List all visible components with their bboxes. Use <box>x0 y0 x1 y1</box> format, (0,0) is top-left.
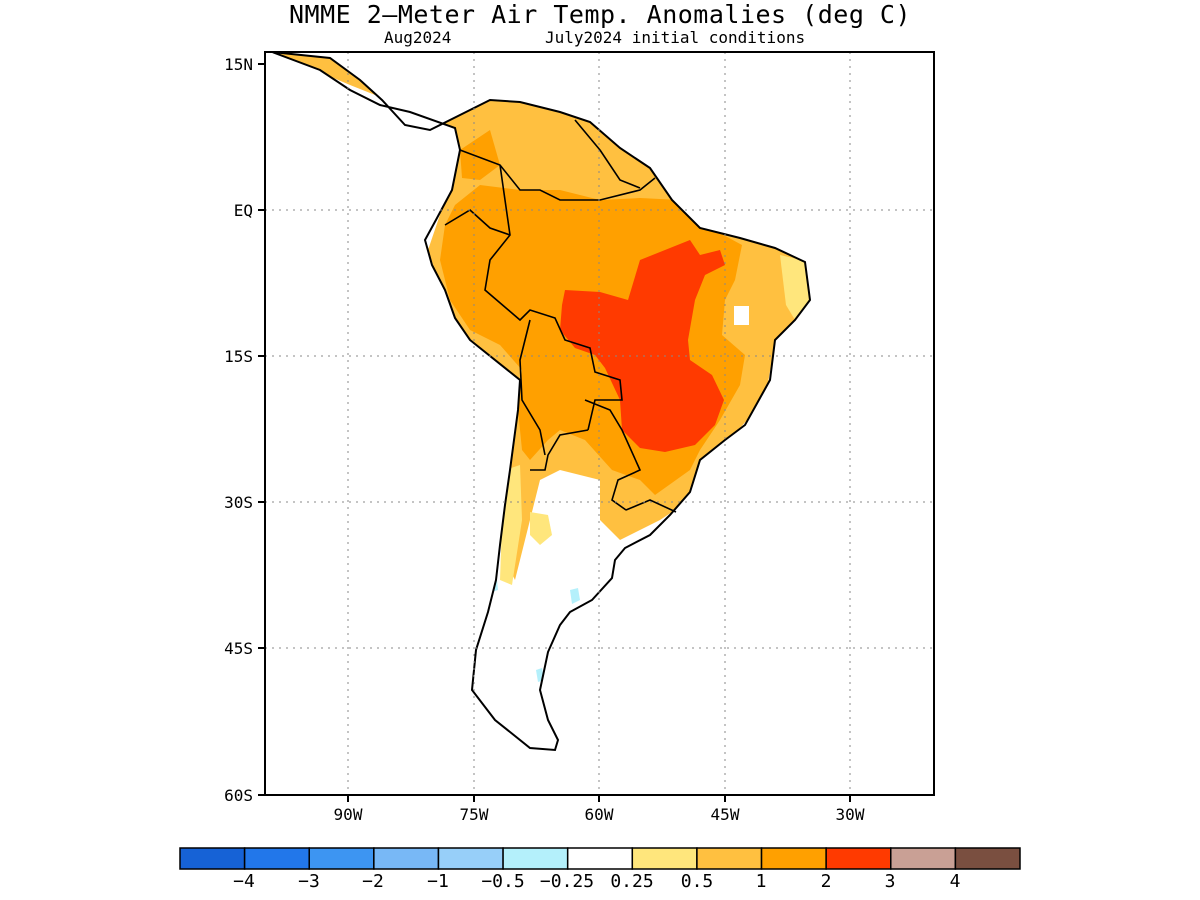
lat-label-15n: 15N <box>224 55 253 74</box>
color-bar-label: 4 <box>949 871 961 892</box>
color-bar-label: 2 <box>820 871 832 892</box>
color-bar-swatch <box>243 847 310 870</box>
grid-lines <box>265 52 934 795</box>
lon-label-45w: 45W <box>711 805 740 824</box>
lat-label-60s: 60S <box>224 786 253 805</box>
chart-title: NMME 2–Meter Air Temp. Anomalies (deg C) <box>288 0 912 29</box>
color-bar-label: −0.5 <box>481 871 525 892</box>
axis-ticks <box>258 63 851 802</box>
lon-label-75w: 75W <box>460 805 489 824</box>
country-borders <box>444 119 677 513</box>
color-bar-swatch <box>890 847 957 870</box>
color-bar-label: −4 <box>233 871 255 892</box>
shade-neg-0.25-b <box>570 588 580 604</box>
shade-0.25-0.5-east <box>780 255 810 320</box>
color-bar-label: −1 <box>427 871 449 892</box>
lat-label-45s: 45S <box>224 639 253 658</box>
color-bar-swatch <box>502 847 569 870</box>
coastlines <box>271 52 812 752</box>
color-bar-swatch <box>696 847 763 870</box>
color-bar-swatch <box>631 847 698 870</box>
color-bar-label: 3 <box>884 871 896 892</box>
color-bar-swatch <box>437 847 504 870</box>
initial-conditions-label: July2024 initial conditions <box>545 28 806 47</box>
color-bar-swatch <box>566 847 634 870</box>
shade-2-3 <box>560 240 725 452</box>
color-bar-label: −2 <box>362 871 384 892</box>
valid-month-label: Aug2024 <box>384 28 452 47</box>
color-bar-swatch <box>179 847 246 870</box>
color-bar-swatch <box>760 847 827 870</box>
shade-1-2-north <box>460 130 500 180</box>
lat-label-eq: EQ <box>234 201 253 220</box>
shade-0.25-0.5-patch <box>530 512 552 545</box>
color-bar-label: −0.25 <box>539 871 595 892</box>
color-bar-swatch <box>373 847 440 870</box>
lon-label-60w: 60W <box>585 805 614 824</box>
color-bar-swatch <box>954 847 1021 870</box>
shade-zero-patch <box>734 306 749 325</box>
color-bar-label: 0.25 <box>610 871 654 892</box>
lat-label-30s: 30S <box>224 493 253 512</box>
color-bar-swatch <box>825 847 892 870</box>
lat-label-15s: 15S <box>224 347 253 366</box>
color-bar <box>179 847 1021 870</box>
color-bar-label: 0.5 <box>680 871 714 892</box>
south-america-coastline <box>271 52 812 752</box>
lon-label-90w: 90W <box>334 805 363 824</box>
color-bar-swatch <box>308 847 375 870</box>
color-bar-label: −3 <box>298 871 320 892</box>
color-bar-label: 1 <box>755 871 767 892</box>
lon-label-30w: 30W <box>836 805 865 824</box>
